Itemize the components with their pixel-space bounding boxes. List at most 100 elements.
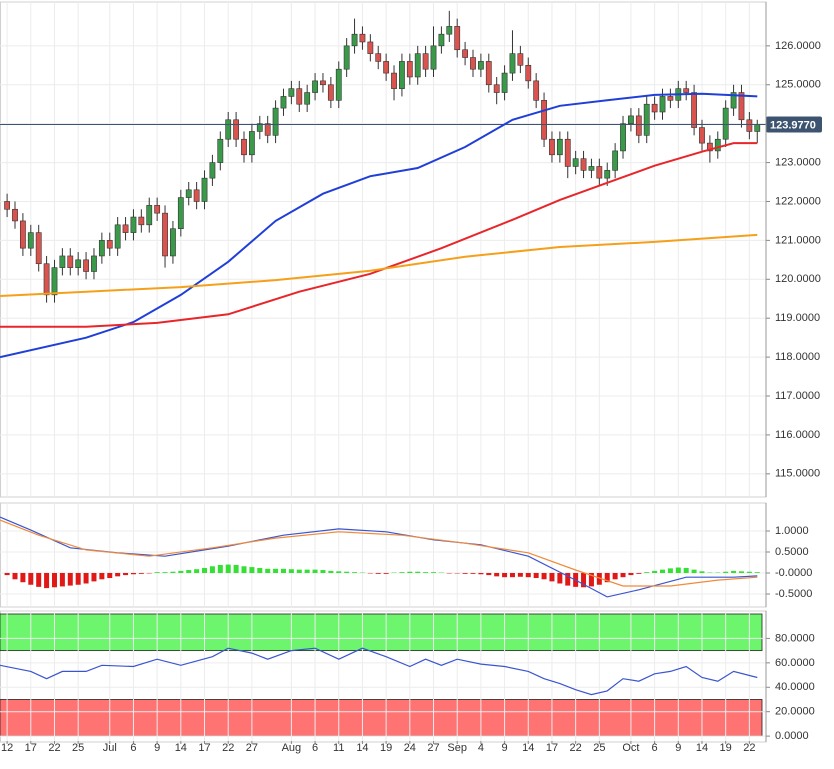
histogram-bar bbox=[652, 570, 658, 573]
candle-body bbox=[312, 80, 318, 93]
candle-body bbox=[288, 88, 295, 97]
histogram-bar bbox=[130, 572, 136, 575]
histogram-bar bbox=[328, 570, 334, 573]
candle-body bbox=[83, 259, 89, 272]
histogram-bar bbox=[107, 572, 113, 579]
candle-body bbox=[248, 131, 255, 156]
histogram-bar bbox=[178, 570, 184, 573]
candle-body bbox=[138, 216, 145, 226]
histogram-bar bbox=[604, 572, 610, 583]
histogram-bar bbox=[265, 568, 271, 573]
candle-body bbox=[114, 224, 121, 249]
candle-body bbox=[272, 107, 279, 136]
histogram-bar bbox=[44, 572, 50, 589]
histogram-bar bbox=[225, 564, 231, 573]
candle-body bbox=[296, 88, 303, 105]
indicator-line bbox=[0, 233, 758, 297]
candle-body bbox=[27, 232, 34, 249]
candle-body bbox=[383, 61, 390, 74]
x-tick-label: 22 bbox=[570, 742, 582, 754]
x-tick-label: 14 bbox=[522, 742, 534, 754]
y-tick-label: 20.0000 bbox=[775, 706, 815, 718]
candle-body bbox=[651, 103, 658, 113]
y-tick-label: 125.0000 bbox=[775, 79, 821, 91]
histogram-bar bbox=[36, 572, 42, 587]
x-tick-label: 22 bbox=[222, 742, 234, 754]
candle-body bbox=[643, 103, 650, 136]
histogram-bar bbox=[280, 568, 286, 573]
x-tick-label: 24 bbox=[404, 742, 416, 754]
candle-body bbox=[154, 205, 161, 214]
candle-body bbox=[122, 224, 129, 233]
candle-body bbox=[438, 33, 445, 47]
candle-body bbox=[509, 53, 516, 74]
histogram-bar bbox=[20, 572, 26, 583]
histogram-bar bbox=[115, 572, 121, 577]
histogram-bar bbox=[470, 572, 476, 574]
histogram-bar bbox=[502, 572, 508, 578]
last-price-box bbox=[766, 116, 822, 133]
x-tick-label: 25 bbox=[72, 742, 84, 754]
x-tick-label: 27 bbox=[246, 742, 258, 754]
candle-body bbox=[667, 96, 674, 101]
histogram-bar bbox=[667, 568, 673, 573]
candle-body bbox=[256, 123, 263, 132]
x-tick-label: 19 bbox=[380, 742, 392, 754]
histogram-bar bbox=[723, 571, 729, 573]
y-tick-label: 116.0000 bbox=[775, 429, 820, 441]
histogram-bar bbox=[588, 572, 594, 587]
histogram-bar bbox=[312, 569, 318, 573]
candle-body bbox=[683, 88, 690, 93]
histogram-bar bbox=[557, 572, 563, 584]
histogram-bar bbox=[628, 572, 634, 576]
x-tick-label: 17 bbox=[25, 742, 37, 754]
last-price-label: 123.9770 bbox=[770, 119, 816, 131]
candle-body bbox=[430, 45, 437, 70]
candle-body bbox=[754, 124, 761, 132]
candle-body bbox=[67, 255, 74, 268]
candle-body bbox=[517, 53, 524, 66]
candle-body bbox=[414, 53, 421, 78]
candle-body bbox=[304, 92, 311, 105]
candle-body bbox=[699, 127, 705, 144]
candle-body bbox=[327, 84, 334, 101]
candle-body bbox=[106, 240, 113, 249]
histogram-bar bbox=[517, 572, 523, 577]
histogram-bar bbox=[415, 571, 421, 573]
candle-body bbox=[335, 68, 342, 101]
candle-body bbox=[541, 100, 547, 140]
histogram-bar bbox=[383, 572, 389, 574]
histogram-bar bbox=[67, 572, 73, 586]
histogram-bar bbox=[91, 572, 97, 582]
histogram-bar bbox=[699, 571, 705, 573]
histogram-bar bbox=[478, 572, 484, 575]
indicator-line bbox=[0, 519, 758, 587]
histogram-bar bbox=[170, 571, 176, 573]
candle-body bbox=[556, 138, 563, 156]
candle-body bbox=[596, 166, 603, 179]
candle-body bbox=[367, 41, 374, 54]
candle-body bbox=[351, 33, 358, 47]
y-tick-label: 40.0000 bbox=[775, 681, 815, 693]
y-tick-label: -0.5000 bbox=[775, 588, 812, 600]
candle-body bbox=[446, 26, 453, 35]
y-tick-label: 126.0000 bbox=[775, 40, 821, 52]
histogram-bar bbox=[375, 572, 381, 574]
histogram-bar bbox=[154, 572, 160, 573]
y-tick-label: 117.0000 bbox=[775, 390, 820, 402]
candle-body bbox=[280, 96, 287, 109]
candle-body bbox=[162, 212, 168, 257]
histogram-bar bbox=[549, 572, 555, 582]
x-tick-label: 14 bbox=[175, 742, 187, 754]
histogram-bar bbox=[541, 572, 547, 580]
histogram-bar bbox=[565, 572, 571, 586]
candle-body bbox=[564, 138, 571, 167]
histogram-bar bbox=[494, 572, 500, 577]
x-tick-label: Sep bbox=[447, 742, 467, 754]
histogram-bar bbox=[352, 572, 358, 573]
candle-body bbox=[264, 123, 271, 136]
candle-body bbox=[19, 220, 26, 249]
candle-body bbox=[217, 138, 224, 163]
histogram-bar bbox=[123, 572, 129, 576]
